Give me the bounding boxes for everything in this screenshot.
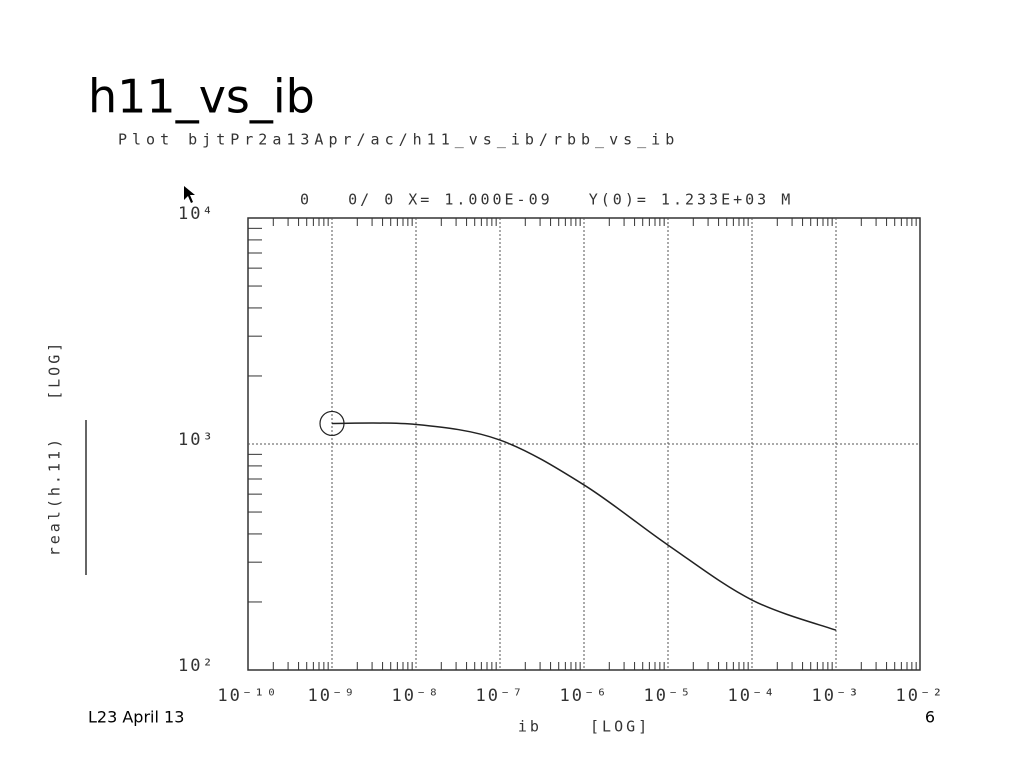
y-axis-label: real(h.11) [LOG]	[46, 340, 64, 557]
x-axis-label: ib [LOG]	[518, 718, 650, 736]
page-number: 6	[925, 708, 935, 727]
slide-title: h11_vs_ib	[88, 70, 315, 124]
x-tick-label: 10⁻²	[896, 686, 945, 706]
cursor-marker	[319, 410, 345, 437]
x-tick-label: 10⁻⁵	[644, 686, 693, 706]
x-tick-label: 10⁻⁴	[728, 686, 777, 706]
y-tick-label: 10⁴	[178, 204, 215, 224]
x-tick-label: 10⁻⁸	[392, 686, 441, 706]
cursor	[184, 186, 195, 203]
x-tick-label: 10⁻¹⁰	[217, 686, 278, 706]
x-tick-label: 10⁻³	[812, 686, 861, 706]
y-tick-label: 10³	[178, 430, 215, 450]
x-tick-label: 10⁻⁶	[560, 686, 609, 706]
cursor-readout: 0 0/ 0 X= 1.000E-09 Y(0)= 1.233E+03 M	[300, 191, 793, 209]
footer-left: L23 April 13	[88, 708, 184, 727]
series-line	[331, 422, 837, 631]
x-tick-label: 10⁻⁹	[308, 686, 357, 706]
x-tick-label: 10⁻⁷	[476, 686, 525, 706]
y-tick-label: 10²	[178, 656, 215, 676]
chart-title: Plot bjtPr2a13Apr/ac/h11_vs_ib/rbb_vs_ib	[118, 131, 679, 149]
